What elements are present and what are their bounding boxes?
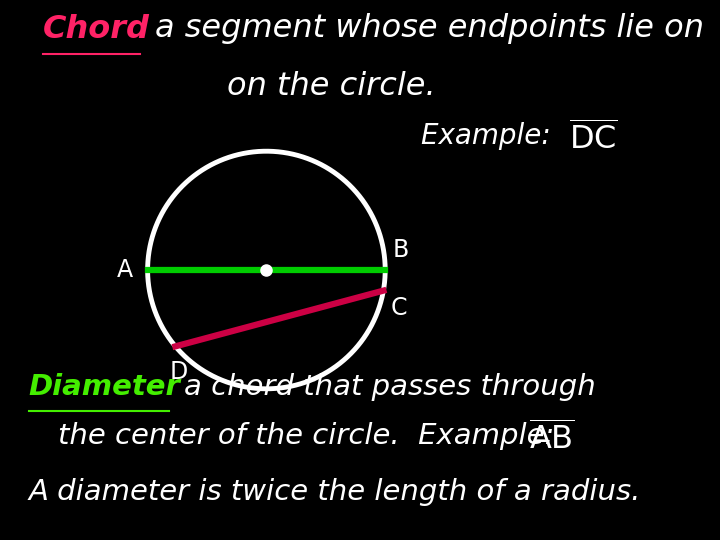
Text: A: A [117, 258, 133, 282]
Text: A diameter is twice the length of a radius.: A diameter is twice the length of a radi… [29, 478, 642, 506]
Text: on the circle.: on the circle. [227, 71, 436, 102]
Text: a chord that passes through: a chord that passes through [184, 373, 595, 401]
Text: a segment whose endpoints lie on: a segment whose endpoints lie on [155, 14, 703, 44]
Text: $\overline{\mathrm{AB}}$: $\overline{\mathrm{AB}}$ [529, 422, 575, 457]
Text: Example:: Example: [421, 122, 560, 150]
Text: C: C [390, 296, 407, 320]
Text: $\overline{\mathrm{DC}}$: $\overline{\mathrm{DC}}$ [569, 122, 618, 157]
Text: B: B [392, 238, 409, 262]
Text: Diameter: Diameter [29, 373, 181, 401]
Text: Chord: Chord [43, 14, 150, 44]
Text: the center of the circle.  Example:: the center of the circle. Example: [58, 422, 563, 450]
Text: D: D [170, 360, 188, 384]
